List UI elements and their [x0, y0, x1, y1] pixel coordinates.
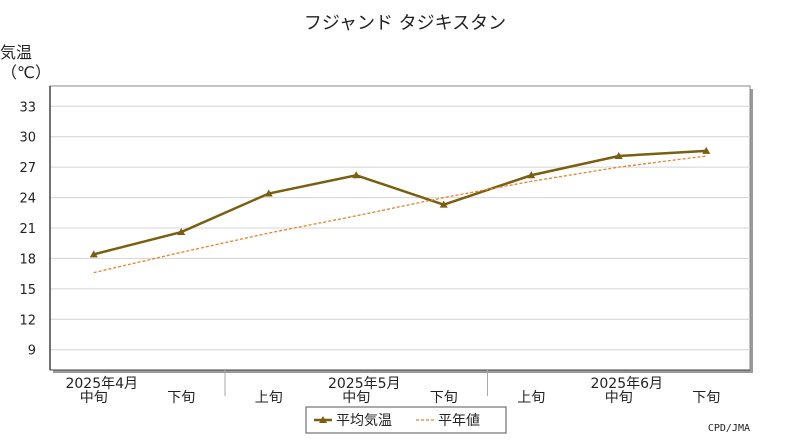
- x-tick-label: 上旬: [255, 390, 283, 406]
- x-tick-label: 中旬: [80, 390, 108, 406]
- series-marker: [177, 228, 186, 236]
- series-marker: [614, 151, 623, 159]
- x-tick-label: 中旬: [605, 390, 633, 406]
- y-tick-label: 18: [19, 252, 36, 267]
- series-marker: [352, 171, 361, 179]
- legend: 平均気温 平年値: [305, 406, 507, 434]
- y-tick-label: 33: [19, 100, 36, 115]
- series-marker: [89, 250, 98, 258]
- y-tick-label: 27: [19, 161, 36, 176]
- x-tick-label: 中旬: [342, 390, 370, 406]
- month-label: 2025年4月: [65, 376, 138, 392]
- y-tick-label: 24: [19, 192, 36, 207]
- series-marker: [439, 200, 448, 208]
- y-tick-label: 30: [19, 131, 36, 146]
- month-label: 2025年5月: [328, 376, 401, 392]
- series-marker: [702, 146, 711, 154]
- series-marker: [264, 189, 273, 197]
- y-tick-label: 21: [19, 222, 36, 237]
- month-label: 2025年6月: [590, 376, 663, 392]
- x-tick-label: 下旬: [430, 390, 458, 406]
- y-tick-label: 15: [19, 283, 36, 298]
- legend-marker: [319, 416, 327, 423]
- x-tick-label: 上旬: [517, 390, 545, 406]
- y-tick-label: 9: [28, 344, 36, 359]
- legend-label: 平年値: [438, 413, 480, 429]
- x-tick-label: 下旬: [167, 390, 195, 406]
- legend-label: 平均気温: [336, 413, 392, 429]
- y-axis-label: 気温（℃）: [0, 43, 51, 82]
- x-tick-label: 下旬: [692, 390, 720, 406]
- series-line: [93, 155, 707, 274]
- plot-area: 9 12 15 18 21 24 27 30 33 中旬 下旬 上旬 中旬 下旬 上旬 中旬 下旬 2025年4月…: [19, 85, 753, 406]
- y-tick-label: 12: [19, 313, 36, 328]
- legend-box: [305, 406, 507, 434]
- series-line: [93, 149, 707, 256]
- credit-label: CPD/JMA: [708, 423, 750, 434]
- series-marker: [527, 171, 536, 179]
- chart-title: フジャンド タジキスタン: [304, 13, 506, 34]
